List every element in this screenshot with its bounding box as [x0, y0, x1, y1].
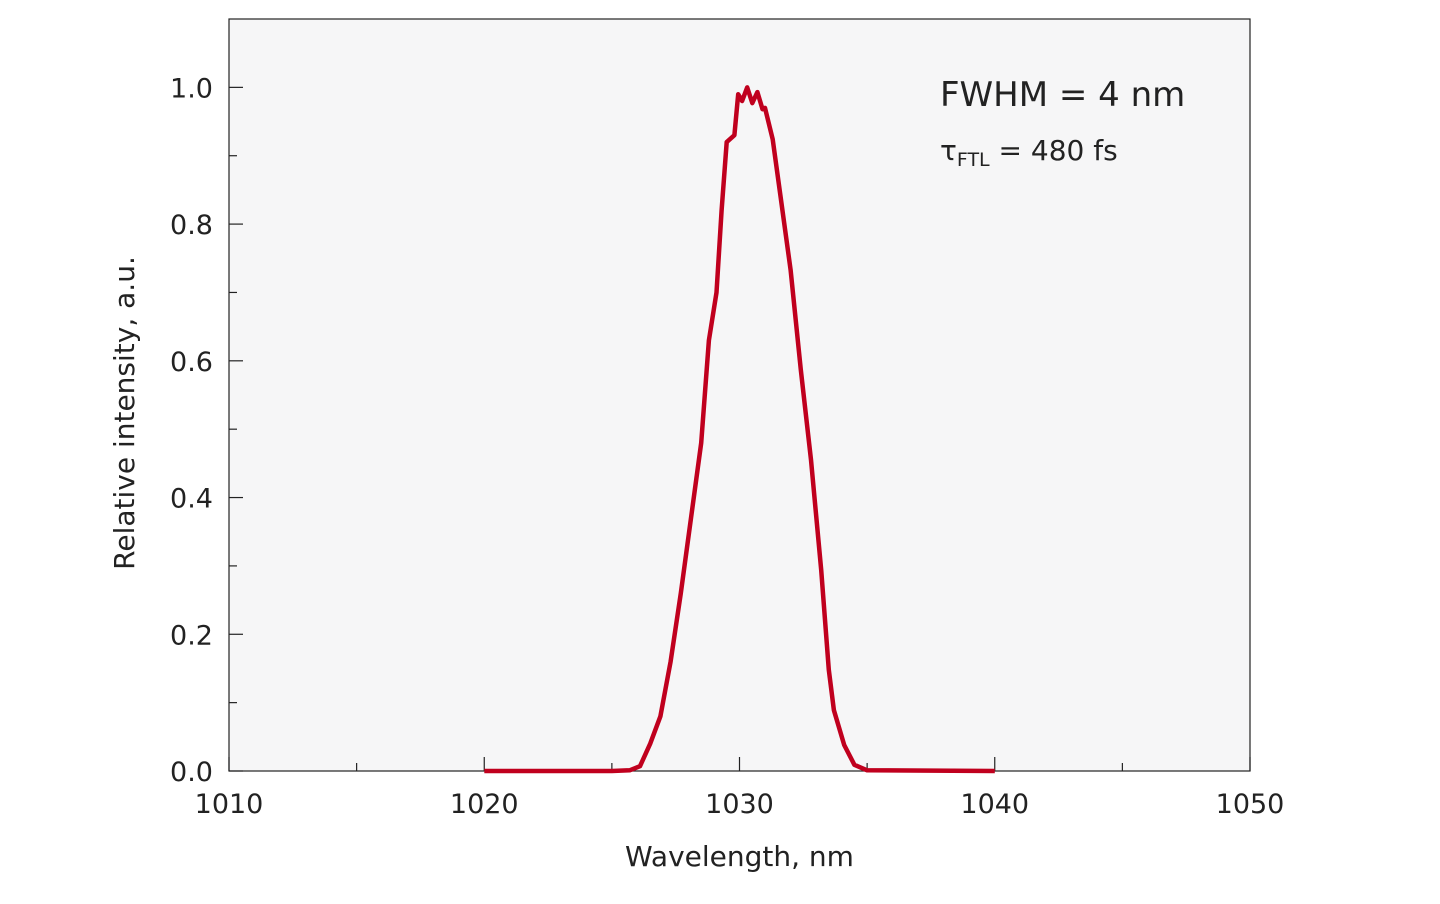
x-tick-label: 1050 [1216, 789, 1285, 820]
y-tick-label: 0.4 [170, 484, 213, 515]
plot-area [228, 18, 1251, 772]
tau-annotation: τFTL = 480 fs [940, 134, 1118, 171]
x-tick-label: 1020 [450, 789, 519, 820]
y-tick-label: 0.0 [170, 757, 213, 788]
tau-subscript: FTL [957, 149, 990, 171]
tau-symbol: τ [940, 134, 957, 167]
y-axis-label: Relative intensity, a.u. [108, 256, 141, 570]
y-tick-label: 0.6 [170, 347, 213, 378]
x-tick-label: 1030 [705, 789, 774, 820]
tau-value: = 480 fs [990, 134, 1118, 167]
y-tick-label: 0.8 [170, 210, 213, 241]
x-tick-label: 1040 [960, 789, 1029, 820]
x-tick-label: 1010 [195, 789, 264, 820]
spectrum-line [484, 85, 995, 774]
fwhm-annotation: FWHM = 4 nm [940, 75, 1185, 115]
y-tick-label: 0.2 [170, 620, 213, 651]
y-tick-label: 1.0 [170, 73, 213, 104]
x-axis-label: Wavelength, nm [625, 840, 854, 873]
